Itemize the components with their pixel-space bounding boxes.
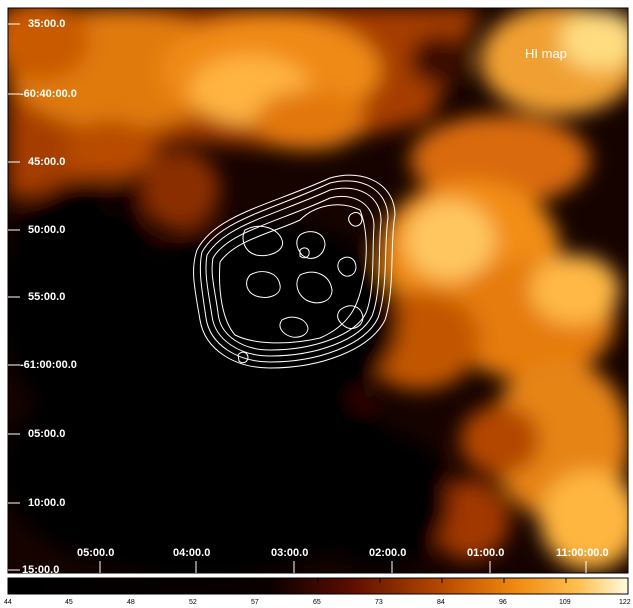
contour-inner-8 xyxy=(348,212,363,227)
colorbar-label: 96 xyxy=(499,599,507,606)
dec-label: 05:00.0 xyxy=(28,428,65,440)
colorbar-label: 109 xyxy=(559,599,571,606)
colorbar-label: 48 xyxy=(127,599,135,606)
colorbar: 44 45 48 52 57 65 73 84 96 109 122 xyxy=(4,577,631,606)
dec-label: -60:40:00.0 xyxy=(20,88,77,100)
ra-label: 01:00.0 xyxy=(467,547,504,559)
contour-inner-4 xyxy=(296,271,333,304)
contour-3 xyxy=(205,187,382,357)
dec-axis-labels: 35:00.0 -60:40:00.0 45:00.0 50:00.0 55:0… xyxy=(20,18,77,576)
dec-label: -61:00:00.0 xyxy=(20,359,77,371)
plot-frame xyxy=(7,7,629,574)
colorbar-label: 65 xyxy=(313,599,321,606)
colorbar-label: 45 xyxy=(65,599,73,606)
colorbar-label: 52 xyxy=(189,599,197,606)
contour-inner-3 xyxy=(246,271,281,298)
contour-4 xyxy=(211,195,375,351)
contour-inner-2 xyxy=(296,231,326,259)
contour-1 xyxy=(193,174,396,369)
colorbar-label: 57 xyxy=(251,599,259,606)
dec-label: 55:00.0 xyxy=(28,291,65,303)
ra-axis-labels: 05:00.0 04:00.0 03:00.0 02:00.0 01:00.0 … xyxy=(77,547,609,559)
contour-inner-10 xyxy=(299,247,310,259)
contour-5 xyxy=(219,204,367,344)
contour-inner-7 xyxy=(337,256,357,277)
colorbar-label: 84 xyxy=(437,599,445,606)
contour-inner-5 xyxy=(279,316,309,338)
dec-label: 45:00.0 xyxy=(28,156,65,168)
ra-label: 05:00.0 xyxy=(77,547,114,559)
dec-label: 15:00.0 xyxy=(22,564,59,576)
dec-label: 35:00.0 xyxy=(28,18,65,30)
contour-inner-6 xyxy=(337,305,364,329)
colorbar-label: 44 xyxy=(4,599,12,606)
map-title: HI map xyxy=(525,46,567,61)
ra-label: 04:00.0 xyxy=(173,547,210,559)
dec-label: 50:00.0 xyxy=(28,224,65,236)
x-ray-contours xyxy=(193,174,396,369)
contour-inner-1 xyxy=(242,225,284,257)
contour-2 xyxy=(199,180,389,363)
colorbar-label: 73 xyxy=(375,599,383,606)
hi-intensity-image xyxy=(8,8,628,573)
ra-label: 11:00:00.0 xyxy=(556,547,609,559)
colorbar-label: 122 xyxy=(619,599,631,606)
contour-inner-9 xyxy=(237,351,249,364)
ra-label: 03:00.0 xyxy=(271,547,308,559)
ra-label: 02:00.0 xyxy=(369,547,406,559)
dec-label: 10:00.0 xyxy=(28,497,65,509)
